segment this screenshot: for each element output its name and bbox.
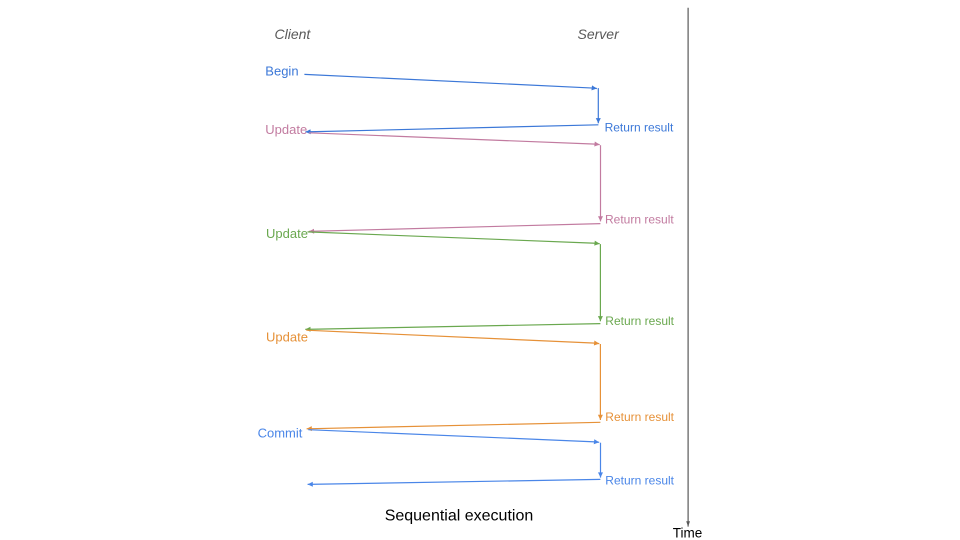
svg-text:Update: Update xyxy=(266,330,308,345)
svg-text:Update: Update xyxy=(265,122,307,137)
svg-text:Sequential execution: Sequential execution xyxy=(385,507,534,524)
svg-text:Commit: Commit xyxy=(258,426,303,441)
svg-text:Time: Time xyxy=(673,526,703,540)
svg-text:Return result: Return result xyxy=(605,410,674,424)
svg-text:Begin: Begin xyxy=(265,63,298,78)
svg-text:Return result: Return result xyxy=(605,212,674,226)
svg-text:Return result: Return result xyxy=(605,314,674,328)
svg-text:Client: Client xyxy=(275,26,312,42)
svg-text:Return result: Return result xyxy=(605,120,674,134)
svg-text:Server: Server xyxy=(578,26,621,42)
svg-text:Return result: Return result xyxy=(605,474,674,488)
svg-text:Update: Update xyxy=(266,226,308,241)
